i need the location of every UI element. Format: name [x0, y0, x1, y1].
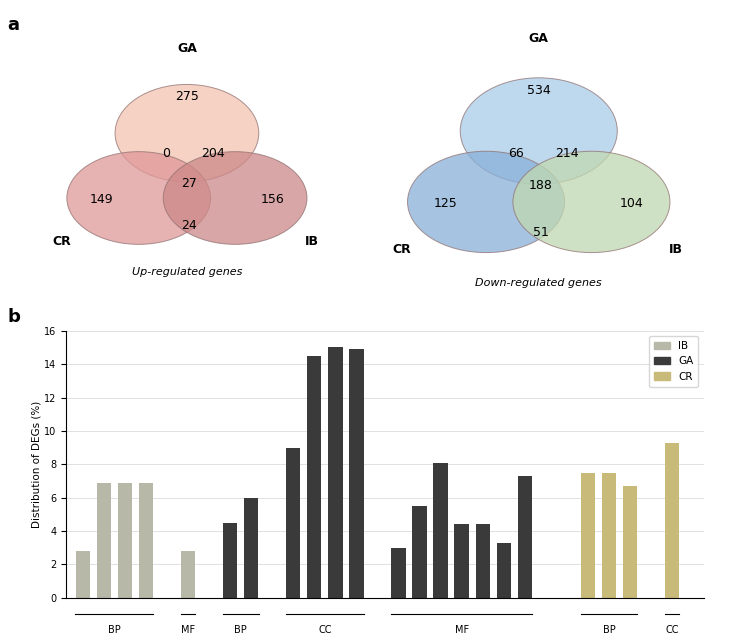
Text: 534: 534 — [527, 84, 550, 97]
Bar — [665, 443, 679, 598]
Bar — [476, 524, 490, 598]
Bar — [139, 483, 153, 598]
Text: BP: BP — [235, 625, 247, 635]
Bar — [391, 548, 405, 598]
Text: BP: BP — [108, 625, 121, 635]
Text: b: b — [7, 308, 21, 326]
Bar — [118, 483, 132, 598]
Text: 66: 66 — [509, 147, 524, 160]
Text: MF: MF — [454, 625, 468, 635]
Text: 156: 156 — [260, 193, 284, 206]
Ellipse shape — [163, 151, 307, 244]
Bar — [328, 347, 342, 598]
Text: 27: 27 — [181, 177, 196, 190]
Bar — [307, 356, 322, 598]
Bar — [496, 543, 511, 598]
Bar — [349, 349, 364, 598]
Text: Down-regulated genes: Down-regulated genes — [476, 278, 602, 288]
Bar — [581, 473, 595, 598]
Bar — [286, 448, 301, 598]
Bar — [75, 551, 90, 598]
Ellipse shape — [67, 151, 210, 244]
Text: 149: 149 — [90, 193, 114, 206]
Bar — [223, 523, 237, 598]
Text: CR: CR — [393, 243, 411, 256]
Ellipse shape — [408, 151, 564, 252]
Bar — [97, 483, 111, 598]
Text: 0: 0 — [163, 147, 171, 160]
Text: 125: 125 — [434, 197, 457, 211]
Text: GA: GA — [177, 42, 197, 55]
Text: MF: MF — [181, 625, 195, 635]
Text: IB: IB — [668, 243, 682, 256]
Bar — [623, 486, 637, 598]
Text: 51: 51 — [533, 226, 549, 239]
Bar — [454, 524, 469, 598]
Bar — [517, 476, 532, 598]
Text: 24: 24 — [181, 219, 196, 232]
Text: a: a — [7, 16, 19, 34]
Ellipse shape — [115, 85, 259, 182]
Legend: IB, GA, CR: IB, GA, CR — [649, 336, 699, 387]
Bar — [602, 473, 616, 598]
Text: 104: 104 — [620, 197, 644, 211]
Text: 214: 214 — [556, 147, 579, 160]
Ellipse shape — [460, 78, 617, 184]
Y-axis label: Distribution of DEGs (%): Distribution of DEGs (%) — [31, 401, 41, 528]
Text: CC: CC — [666, 625, 679, 635]
Bar — [244, 497, 258, 598]
Bar — [181, 551, 195, 598]
Text: BP: BP — [603, 625, 615, 635]
Text: IB: IB — [305, 235, 319, 248]
Bar — [413, 506, 427, 598]
Text: CR: CR — [52, 235, 71, 248]
Text: 204: 204 — [201, 147, 225, 160]
Text: 275: 275 — [175, 90, 199, 102]
Text: 188: 188 — [528, 179, 553, 192]
Ellipse shape — [513, 151, 670, 252]
Text: Up-regulated genes: Up-regulated genes — [132, 267, 242, 277]
Bar — [433, 462, 448, 598]
Text: CC: CC — [318, 625, 331, 635]
Text: GA: GA — [528, 32, 549, 45]
